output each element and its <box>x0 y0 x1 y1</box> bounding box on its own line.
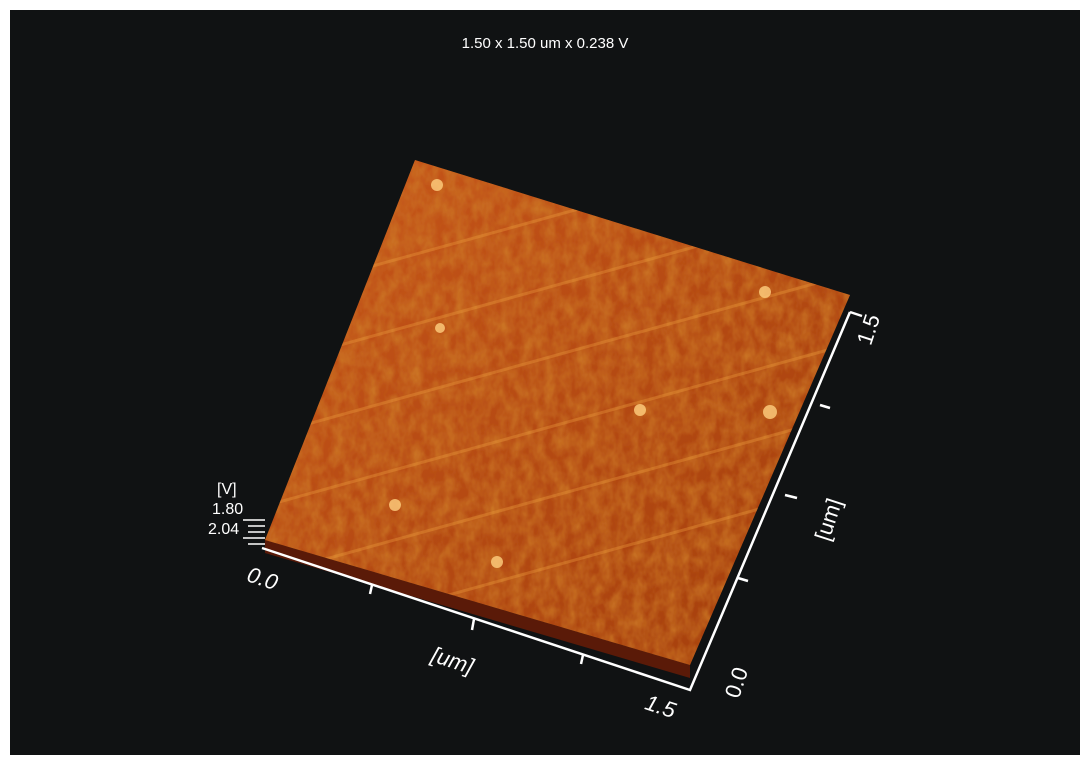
z-tick-label: 1.80 <box>212 501 243 518</box>
title: 1.50 x 1.50 um x 0.238 V <box>462 35 629 52</box>
z-unit: [V] <box>217 481 237 498</box>
z-tick-label: 2.04 <box>208 521 239 538</box>
afm-figure: 1.50 x 1.50 um x 0.238 V [V] 1.80 2 <box>0 0 1088 763</box>
